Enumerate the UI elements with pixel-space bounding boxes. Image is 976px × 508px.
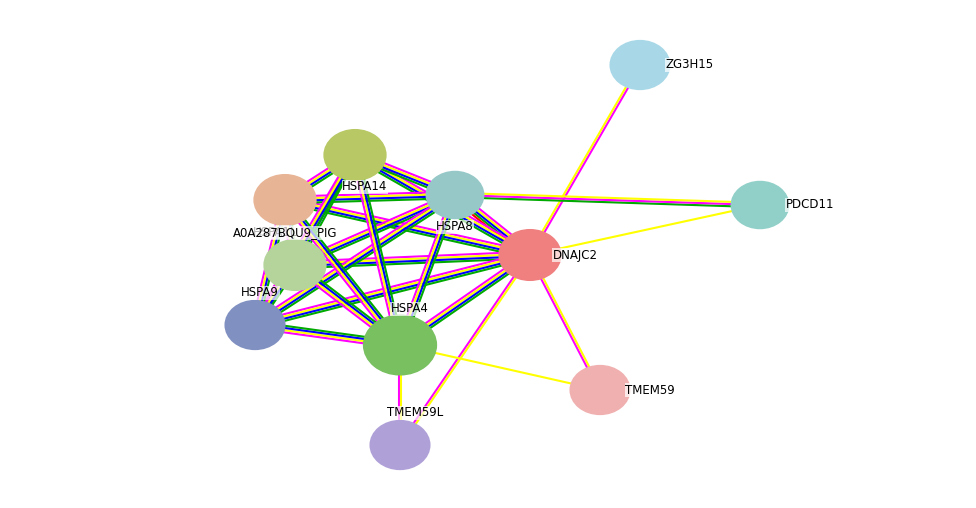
Text: PDCD11: PDCD11 bbox=[786, 199, 834, 211]
Ellipse shape bbox=[254, 175, 316, 225]
Text: TMEM59L: TMEM59L bbox=[386, 406, 443, 420]
Text: DNAJC2: DNAJC2 bbox=[552, 248, 597, 262]
Ellipse shape bbox=[427, 172, 483, 218]
Ellipse shape bbox=[731, 181, 789, 229]
Text: HSPA8: HSPA8 bbox=[436, 220, 474, 234]
Ellipse shape bbox=[610, 41, 670, 89]
Ellipse shape bbox=[499, 230, 561, 280]
Ellipse shape bbox=[264, 240, 326, 290]
Ellipse shape bbox=[324, 130, 386, 180]
Ellipse shape bbox=[364, 315, 436, 375]
Text: HSPA1L: HSPA1L bbox=[253, 226, 297, 238]
Text: HSPA14: HSPA14 bbox=[343, 180, 387, 194]
Text: HSPA4: HSPA4 bbox=[391, 302, 428, 315]
Text: A0A287BQU9_PIG: A0A287BQU9_PIG bbox=[232, 227, 338, 239]
Text: ZG3H15: ZG3H15 bbox=[666, 58, 714, 72]
Ellipse shape bbox=[570, 366, 630, 415]
Text: TMEM59: TMEM59 bbox=[625, 384, 674, 397]
Ellipse shape bbox=[225, 301, 285, 350]
Text: HSPA9: HSPA9 bbox=[241, 287, 279, 300]
Ellipse shape bbox=[370, 421, 429, 469]
